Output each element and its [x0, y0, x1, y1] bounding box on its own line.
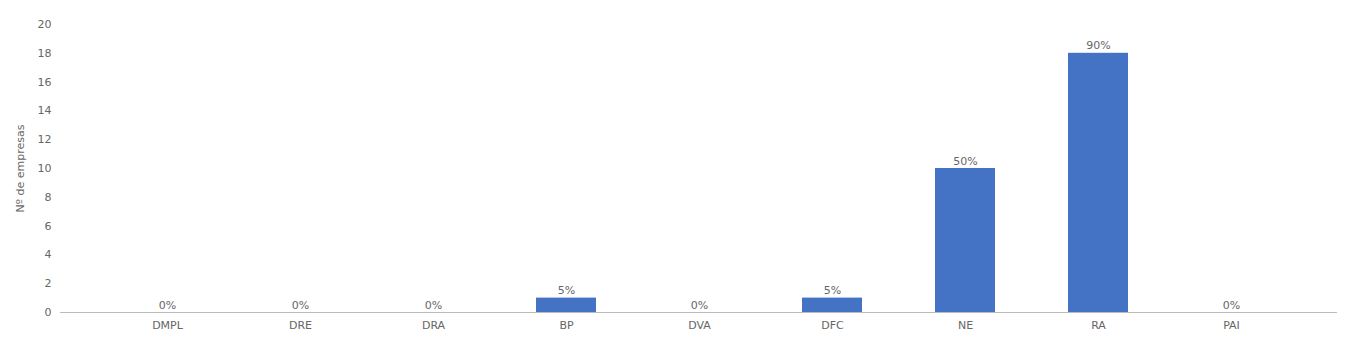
svg-text:0%: 0% [159, 299, 176, 312]
svg-text:0%: 0% [425, 299, 442, 312]
svg-text:DRA: DRA [422, 319, 446, 332]
svg-text:2: 2 [45, 277, 52, 290]
svg-text:6: 6 [45, 220, 52, 233]
svg-text:0%: 0% [292, 299, 309, 312]
svg-text:50%: 50% [953, 155, 977, 168]
svg-text:DRE: DRE [289, 319, 312, 332]
svg-text:0%: 0% [691, 299, 708, 312]
svg-text:5%: 5% [558, 284, 575, 297]
svg-text:8: 8 [45, 191, 52, 204]
svg-text:Nº de empresas: Nº de empresas [14, 124, 27, 212]
svg-text:20: 20 [38, 18, 52, 31]
svg-text:4: 4 [45, 248, 52, 261]
svg-text:10: 10 [38, 162, 52, 175]
svg-text:NE: NE [958, 319, 973, 332]
svg-text:90%: 90% [1086, 39, 1110, 52]
svg-text:14: 14 [38, 104, 52, 117]
svg-text:12: 12 [38, 133, 52, 146]
svg-text:0%: 0% [1223, 299, 1240, 312]
svg-text:16: 16 [38, 76, 52, 89]
svg-text:PAI: PAI [1223, 319, 1240, 332]
svg-text:0: 0 [45, 306, 52, 319]
svg-text:DVA: DVA [688, 319, 711, 332]
svg-text:DMPL: DMPL [152, 319, 184, 332]
svg-text:18: 18 [38, 47, 52, 60]
svg-text:RA: RA [1091, 319, 1106, 332]
svg-text:DFC: DFC [821, 319, 844, 332]
svg-text:BP: BP [559, 319, 574, 332]
svg-text:5%: 5% [824, 284, 841, 297]
